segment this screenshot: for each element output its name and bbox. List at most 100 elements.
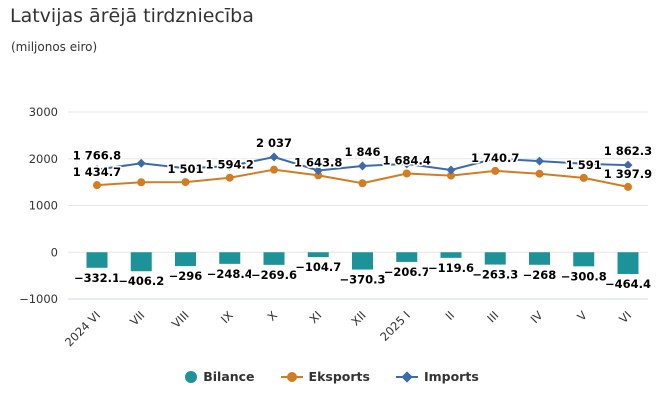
bilance-data-label-halo: −464.4 xyxy=(605,277,651,291)
legend-item-bilance[interactable]: Bilance xyxy=(180,369,255,384)
x-tick-label: 2024 VI xyxy=(62,308,103,349)
eksports-data-label: 1 594.2 xyxy=(206,158,254,172)
eksports-point xyxy=(491,166,500,175)
legend-bilance-symbol-icon xyxy=(185,370,198,383)
eksports-point xyxy=(314,171,323,180)
imports-point xyxy=(579,159,589,169)
x-tick-label: VII xyxy=(127,308,147,328)
imports-point xyxy=(535,156,544,166)
bilance-data-label: −206.7 xyxy=(384,265,430,279)
bilance-data-label-halo: −268 xyxy=(523,268,557,282)
bilance-data-label: −332.1 xyxy=(74,271,120,285)
bar xyxy=(484,252,506,265)
bilance-data-label-halo: −296 xyxy=(169,269,203,283)
imports-point xyxy=(446,165,456,175)
imports-point xyxy=(181,163,190,173)
imports-point xyxy=(136,158,146,168)
bilance-data-label: −370.3 xyxy=(339,273,385,287)
eksports-point xyxy=(624,182,632,191)
eksports-data-label: 1 684.4 xyxy=(383,154,431,168)
bar xyxy=(440,252,462,258)
legend-item-imports[interactable]: Imports xyxy=(395,369,479,384)
imports-data-label: 1 766.8 xyxy=(73,149,121,163)
bilance-data-label-halo: −263.3 xyxy=(472,268,518,282)
eksports-data-label-halo: 1 434.7 xyxy=(73,165,121,179)
bar xyxy=(617,252,639,274)
bar xyxy=(219,252,241,264)
x-tick-label: IV xyxy=(528,308,546,326)
imports-data-label-halo: 1 862.3 xyxy=(604,144,652,158)
chart-subtitle: (miljonos eiro) xyxy=(11,40,98,54)
bar xyxy=(263,252,285,265)
eksports-data-label-halo: 1 591 xyxy=(566,158,602,172)
bar xyxy=(130,252,152,272)
bilance-data-label: −268 xyxy=(523,268,557,282)
bilance-data-label: −104.7 xyxy=(295,260,341,274)
bilance-data-label-halo: −332.1 xyxy=(74,271,120,285)
bar xyxy=(86,252,108,268)
eksports-point xyxy=(535,169,544,178)
bar xyxy=(529,252,550,265)
bilance-data-label: −300.8 xyxy=(561,269,607,283)
x-tick-label: X xyxy=(265,308,281,324)
bar xyxy=(396,252,418,262)
imports-point xyxy=(623,160,633,170)
x-tick-label: XII xyxy=(348,308,368,328)
bilance-data-label-halo: −104.7 xyxy=(295,260,341,274)
x-tick-label: VIII xyxy=(169,308,192,331)
x-tick-label: IX xyxy=(218,308,236,326)
eksports-point xyxy=(181,178,190,187)
x-tick-label: XI xyxy=(306,308,324,326)
x-tick-label: V xyxy=(574,308,590,324)
bar xyxy=(352,252,373,270)
eksports-point xyxy=(93,181,101,190)
imports-data-label-halo: 1 766.8 xyxy=(73,149,121,163)
eksports-data-label-halo: 1 740.7 xyxy=(471,151,519,165)
eksports-point xyxy=(225,173,234,182)
legend-item-eksports[interactable]: Eksports xyxy=(280,369,370,384)
eksports-point xyxy=(270,165,278,174)
bilance-data-label: −263.3 xyxy=(472,268,518,282)
eksports-data-label: 1 501 xyxy=(167,162,203,176)
bilance-data-label-halo: −406.2 xyxy=(118,274,164,288)
eksports-data-label-halo: 1 594.2 xyxy=(206,158,254,172)
chart-title: Latvijas ārējā tirdzniecība xyxy=(10,5,254,27)
imports-point xyxy=(225,161,235,171)
eksports-point xyxy=(579,173,588,182)
eksports-data-label: 1 397.9 xyxy=(604,167,652,181)
legend-label-eksports: Eksports xyxy=(308,369,370,384)
imports-data-label: 1 846 xyxy=(344,145,380,159)
imports-point xyxy=(269,152,279,162)
y-tick-label: 1000 xyxy=(29,199,58,213)
eksports-data-label: 1 591 xyxy=(566,158,602,172)
bar xyxy=(573,252,595,267)
eksports-data-label: 1 643.8 xyxy=(294,155,342,169)
legend-imports-symbol-icon xyxy=(395,371,418,383)
y-tick-label: 2000 xyxy=(29,152,58,166)
x-tick-label: III xyxy=(484,308,501,325)
bilance-data-label: −406.2 xyxy=(118,274,164,288)
imports-point xyxy=(402,159,412,169)
imports-point xyxy=(92,165,102,175)
bilance-data-label-halo: −370.3 xyxy=(339,273,385,287)
x-tick-label: VI xyxy=(616,308,634,326)
bilance-data-label: −296 xyxy=(169,269,203,283)
bilance-data-label-halo: −300.8 xyxy=(561,269,607,283)
eksports-point xyxy=(358,179,367,188)
eksports-point xyxy=(447,171,455,180)
y-tick-label: −1000 xyxy=(19,292,58,306)
x-tick-label: 2025 I xyxy=(377,308,413,344)
bilance-data-label: −119.6 xyxy=(428,261,474,275)
chart-legend: Bilance Eksports Imports xyxy=(0,369,659,384)
y-tick-label: 3000 xyxy=(29,105,58,119)
bilance-data-label-halo: −119.6 xyxy=(428,261,474,275)
eksports-data-label-halo: 1 684.4 xyxy=(383,154,431,168)
eksports-data-label: 1 740.7 xyxy=(471,151,519,165)
bilance-data-label: −464.4 xyxy=(605,277,651,291)
eksports-point xyxy=(402,169,411,178)
imports-data-label: 2 037 xyxy=(256,136,292,150)
imports-point xyxy=(358,161,367,171)
bilance-data-label-halo: −269.6 xyxy=(251,268,297,282)
legend-label-imports: Imports xyxy=(423,369,479,384)
